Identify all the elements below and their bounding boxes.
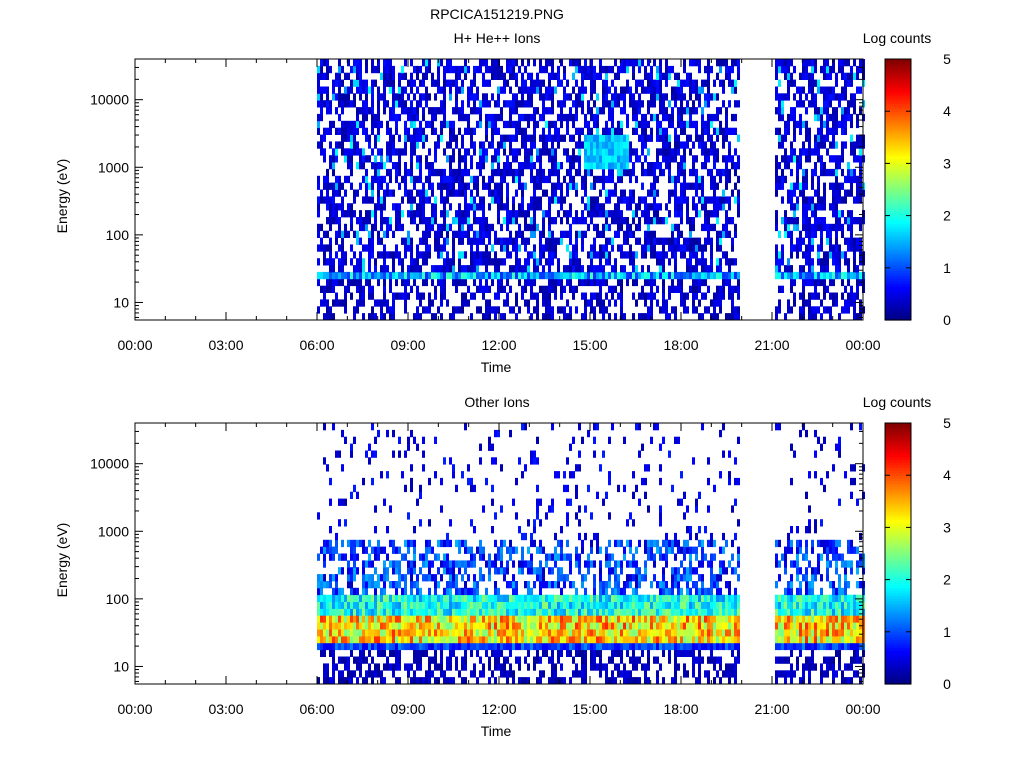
panel2-ytick-label: 10000 [90, 456, 129, 472]
panel1-xtick-label: 18:00 [663, 337, 698, 353]
panel2-xlabel: Time [480, 723, 512, 739]
panel2-xtick-label: 00:00 [117, 701, 152, 717]
panel1-xtick-label: 15:00 [572, 337, 607, 353]
panel2-ytick-label: 100 [106, 591, 130, 607]
panel2-colorbar-tick-label: 4 [943, 467, 951, 483]
panel1-colorbar-tick-label: 2 [943, 208, 951, 224]
panel2-colorbar-tick-label: 3 [943, 519, 951, 535]
panel2-xtick-label: 18:00 [663, 701, 698, 717]
panel2-xtick-label: 03:00 [208, 701, 243, 717]
panel1-colorbar-label: Log counts [862, 30, 932, 46]
panel2-colorbar-tick-label: 1 [943, 624, 951, 640]
panel2-title: Other Ions [464, 394, 530, 410]
panel1-xtick-label: 09:00 [390, 337, 425, 353]
panel2-colorbar-tick-label: 0 [943, 676, 951, 692]
panel2-cells [317, 423, 865, 685]
panel2-xtick-label: 00:00 [845, 701, 880, 717]
panel2-xtick-label: 06:00 [299, 701, 334, 717]
panel1-cells [317, 59, 865, 321]
panel1-colorbar-tick-label: 4 [943, 103, 951, 119]
panel2-colorbar-tick-label: 5 [943, 415, 951, 431]
panel1-xtick-label: 00:00 [845, 337, 880, 353]
panel1-ytick-label: 1000 [98, 159, 129, 175]
panel2-xtick-label: 12:00 [481, 701, 516, 717]
panel1-ytick-label: 10000 [90, 92, 129, 108]
panel2-xtick-label: 09:00 [390, 701, 425, 717]
panel2-xtick-label: 15:00 [572, 701, 607, 717]
panel1-ytick-label: 10 [113, 294, 129, 310]
panel1-colorbar-tick-label: 5 [943, 51, 951, 67]
panel1-xtick-label: 21:00 [754, 337, 789, 353]
panel1-xtick-label: 12:00 [481, 337, 516, 353]
panel1-ytick-label: 100 [106, 227, 130, 243]
panel2-colorbar-tick-label: 2 [943, 572, 951, 588]
panel1-title: H+ He++ Ions [453, 30, 541, 46]
panel2-colorbar-label: Log counts [862, 394, 932, 410]
panel1-colorbar-tick-label: 3 [943, 155, 951, 171]
panel2-ytick-label: 10 [113, 658, 129, 674]
panel1-colorbar-tick-label: 0 [943, 312, 951, 328]
panel2-ytick-label: 1000 [98, 523, 129, 539]
panel1-xtick-label: 06:00 [299, 337, 334, 353]
panel1-colorbar: 0 1 2 3 4 5 [884, 51, 951, 328]
panel1-xtick-label: 03:00 [208, 337, 243, 353]
panel1-colorbar-tick-label: 1 [943, 260, 951, 276]
panel2-colorbar: 0 1 2 3 4 5 [884, 415, 951, 692]
panel1-xtick-label: 00:00 [117, 337, 152, 353]
figure-title: RPCICA151219.PNG [430, 6, 564, 22]
panel2-xtick-label: 21:00 [754, 701, 789, 717]
panel1-xlabel: Time [480, 359, 512, 375]
